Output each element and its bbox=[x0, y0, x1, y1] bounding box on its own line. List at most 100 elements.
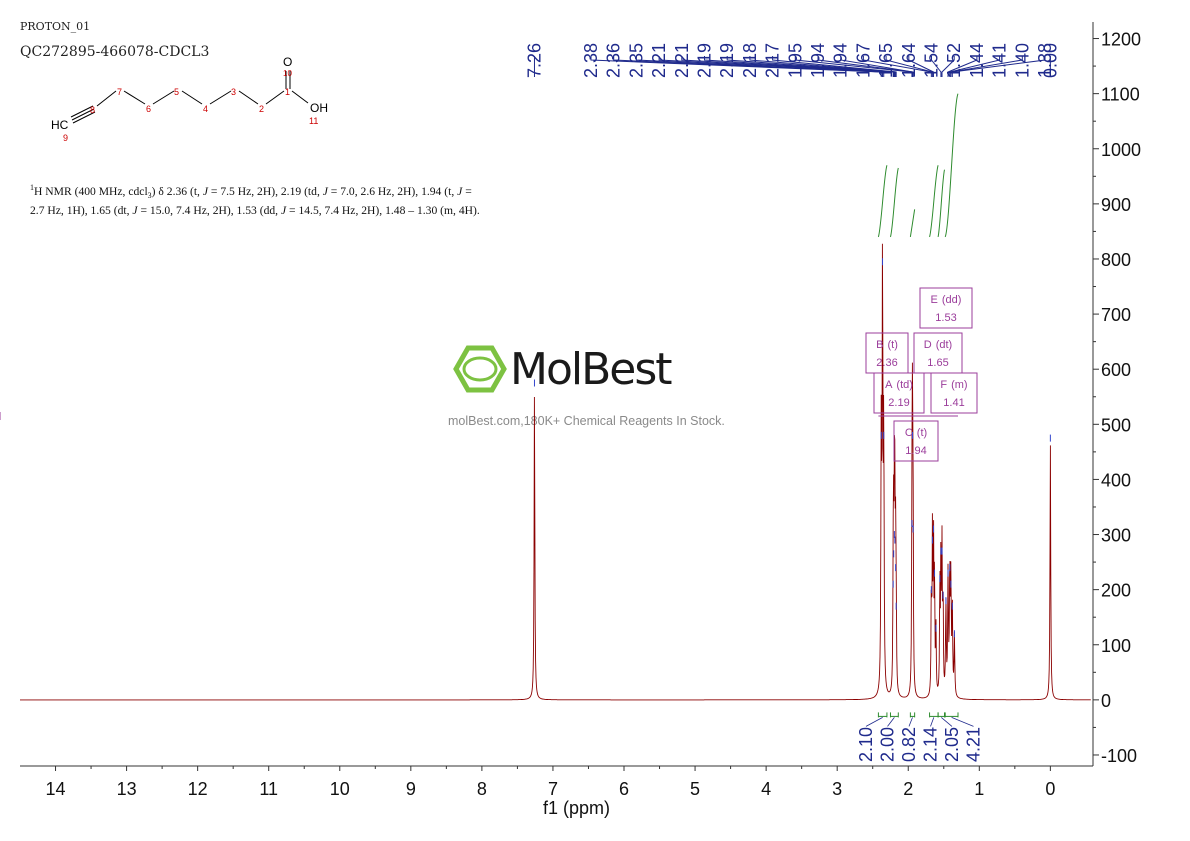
integral-curve bbox=[929, 165, 939, 238]
y-tick-label: 400 bbox=[1101, 470, 1131, 490]
peak-label-leader bbox=[749, 56, 897, 77]
multiplet-shift: 1.65 bbox=[927, 357, 948, 369]
sample-name: QC272895-466078-CDCL3 bbox=[20, 44, 210, 60]
experiment-label: PROTON_01 bbox=[20, 20, 91, 33]
integral-leader bbox=[951, 717, 974, 727]
atom-oh: OH bbox=[310, 101, 328, 115]
multiplet-box bbox=[919, 287, 973, 329]
y-tick-label: 200 bbox=[1101, 581, 1131, 601]
peak-label-leader bbox=[947, 56, 978, 77]
peak-label-leader bbox=[726, 56, 896, 77]
description-segment: J bbox=[132, 204, 138, 218]
bond-8-7 bbox=[96, 90, 117, 107]
atom-number-11: 11 bbox=[309, 116, 318, 126]
x-tick-label: 14 bbox=[46, 779, 66, 799]
multiplet-type: (t) bbox=[917, 427, 927, 439]
integral-value: 2.10 bbox=[856, 727, 876, 762]
x-tick-label: 11 bbox=[259, 779, 278, 799]
watermark-tagline: molBest.com,180K+ Chemical Reagents In S… bbox=[448, 414, 725, 428]
peak-label-leader bbox=[950, 56, 1023, 77]
description-segment: H NMR (400 MHz, cdcl bbox=[34, 184, 148, 198]
y-tick-label: 800 bbox=[1101, 250, 1131, 270]
y-tick-label: 0 bbox=[1101, 691, 1111, 711]
integral-value: 0.82 bbox=[899, 727, 919, 762]
y-tick-label: 1200 bbox=[1101, 30, 1141, 50]
integral-curve bbox=[909, 209, 916, 238]
peak-label-leader bbox=[817, 56, 914, 77]
peak-label-leader bbox=[613, 56, 884, 77]
multiplet-shift: 2.36 bbox=[876, 357, 897, 369]
multiplet-title: F (m) bbox=[940, 379, 967, 391]
triple-bond-line-2 bbox=[70, 105, 94, 118]
multiplet-type: (td) bbox=[896, 379, 913, 391]
multiplet-type: (m) bbox=[951, 379, 968, 391]
peak-label-leader bbox=[772, 56, 897, 77]
description-segment: ) δ 2.36 (t, bbox=[151, 184, 203, 198]
y-tick-label: -100 bbox=[1101, 746, 1137, 766]
description-segment: J bbox=[457, 184, 463, 198]
description-segment: = 7.5 Hz, 2H), 2.19 (td, bbox=[208, 184, 323, 198]
description-segment: 1 bbox=[30, 183, 34, 192]
peak-label-leader bbox=[590, 56, 882, 77]
y-tick-label: 1000 bbox=[1101, 140, 1141, 160]
atom-number-8: 8 bbox=[90, 105, 95, 115]
integral-curve bbox=[889, 167, 899, 238]
peak-label-leader bbox=[941, 56, 955, 77]
multiplet-title: B (t) bbox=[876, 339, 898, 351]
atom-number-9: 9 bbox=[63, 133, 68, 143]
multiplet-shift: 2.19 bbox=[888, 397, 909, 409]
integral-value: 2.05 bbox=[942, 727, 962, 762]
x-tick-label: 7 bbox=[548, 779, 558, 799]
bond-6-5 bbox=[152, 90, 175, 105]
description-segment: 3 bbox=[147, 191, 152, 201]
multiplet-box bbox=[930, 372, 978, 414]
description-segment: = 7.0, 2.6 Hz, 2H), 1.94 (t, bbox=[327, 184, 458, 198]
x-tick-label: 10 bbox=[330, 779, 350, 799]
molbest-logo-icon bbox=[453, 345, 507, 393]
integral-value: 2.00 bbox=[878, 727, 898, 762]
multiplet-type: (dd) bbox=[942, 294, 962, 306]
x-tick-label: 5 bbox=[690, 779, 700, 799]
peak-label-leader bbox=[885, 56, 933, 77]
y-tick-label: 700 bbox=[1101, 305, 1131, 325]
y-tick-label: 500 bbox=[1101, 415, 1131, 435]
description-segment: = 14.5, 7.4 Hz, 2H), 1.48 – 1.30 (m, 4H)… bbox=[286, 204, 480, 218]
triple-bond-line-3 bbox=[72, 111, 96, 124]
integral-leader bbox=[865, 717, 883, 727]
atom-number-2: 2 bbox=[259, 104, 264, 114]
atom-hc: HC bbox=[51, 118, 69, 132]
peak-label-leader bbox=[949, 56, 1001, 77]
integral-leader bbox=[908, 717, 913, 727]
atom-number-1: 1 bbox=[285, 87, 290, 97]
bond-3-2 bbox=[238, 90, 259, 105]
bond-2-1 bbox=[265, 90, 285, 105]
multiplet-letter: C bbox=[905, 427, 913, 439]
x-tick-label: 3 bbox=[832, 779, 842, 799]
multiplet-shift: 1.53 bbox=[935, 312, 956, 324]
multiplet-letter: A bbox=[885, 379, 893, 391]
y-tick-label: 1100 bbox=[1101, 85, 1140, 105]
atom-number-3: 3 bbox=[231, 87, 236, 97]
description-segment: = 2.7 Hz, 1H), 1.65 (dt, bbox=[30, 184, 472, 218]
x-tick-label: 6 bbox=[619, 779, 629, 799]
description-segment: = 15.0, 7.4 Hz, 2H), 1.53 (dd, bbox=[137, 204, 281, 218]
atom-number-4: 4 bbox=[203, 104, 208, 114]
bond-1-oh bbox=[291, 90, 309, 104]
integral-leader bbox=[887, 717, 895, 727]
x-tick-label: 8 bbox=[477, 779, 487, 799]
peak-label-leader bbox=[794, 56, 913, 77]
peak-label-leader bbox=[681, 56, 895, 77]
multiplet-shift: 1.41 bbox=[943, 397, 964, 409]
multiplet-type: (t) bbox=[887, 339, 897, 351]
multiplet-box bbox=[893, 420, 939, 462]
atom-o: O bbox=[283, 55, 292, 69]
peak-label-leader bbox=[635, 56, 885, 77]
peak-label-leader bbox=[840, 56, 914, 77]
integral-value: 2.14 bbox=[921, 727, 941, 762]
integral-value: 4.21 bbox=[964, 727, 984, 762]
x-tick-label: 12 bbox=[188, 779, 208, 799]
watermark-brand: MolBest bbox=[510, 344, 673, 395]
multiplet-title: E (dd) bbox=[931, 294, 962, 306]
